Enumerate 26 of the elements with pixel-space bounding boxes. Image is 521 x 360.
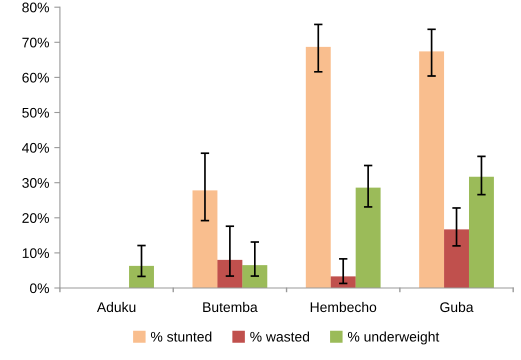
x-tick-label: Guba [440,302,474,312]
bar [468,176,494,288]
y-tick-label: 60% [22,72,50,83]
y-tick-label: 0% [30,283,50,294]
y-tick-label: 80% [22,2,50,12]
bar [444,229,469,288]
bar [192,190,218,288]
bar [419,51,444,288]
x-tick-label: Aduku [96,302,136,312]
x-tick-label: Hembecho [310,302,376,312]
bar [356,188,381,288]
bar [242,265,268,288]
y-tick-label: 10% [22,248,50,258]
bar [129,266,154,288]
y-tick-label: 70% [22,38,50,48]
y-tick-label: 20% [22,213,50,223]
legend-label: % wasted [250,331,310,342]
bar [330,276,356,288]
legend-label: % underweight [348,331,440,344]
y-tick-label: 50% [22,108,50,118]
bar [217,260,242,288]
legend-label: % stunted [150,331,212,342]
y-tick-label: 30% [22,178,50,188]
bar [306,46,331,288]
x-tick-label: Butemba [203,302,258,312]
y-tick-label: 40% [22,142,50,153]
